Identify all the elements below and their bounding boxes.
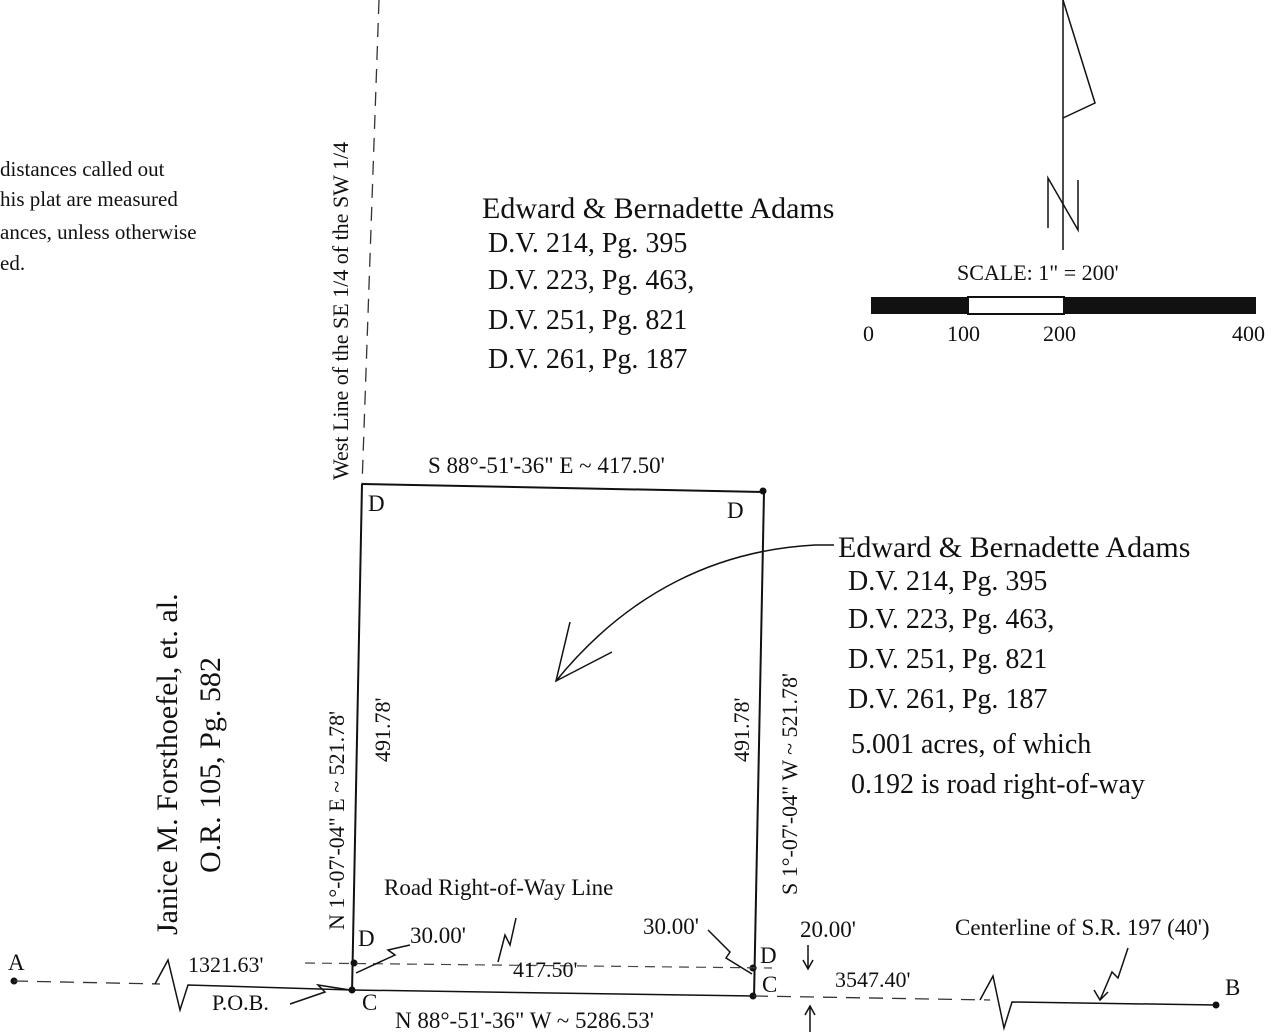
parcel-owner-name: Edward & Bernadette Adams [838, 531, 1190, 564]
centerline-bearing: N 88°-51'-36" W ~ 5286.53' [395, 1008, 654, 1032]
dist-west-label: 1321.63' [188, 952, 264, 977]
west-inner-distance: 491.78' [370, 698, 395, 763]
north-owner-ref-2: D.V. 223, Pg. 463, [488, 265, 694, 296]
scale-tick-200: 200 [1043, 321, 1076, 346]
point-b-label: B [1225, 975, 1240, 1000]
north-bearing: S 88°-51'-36" E ~ 417.50' [428, 453, 665, 478]
row-width-west: 30.00' [410, 923, 466, 948]
parcel-area-2: 0.192 is road right-of-way [851, 769, 1145, 800]
row-width-west-leader-icon [355, 944, 411, 974]
row-width-east: 30.00' [643, 914, 699, 939]
west-line-label: West Line of the SE 1/4 of the SW 1/4 [328, 142, 353, 480]
north-arrow [1047, 0, 1096, 250]
scale-tick-100: 100 [947, 321, 980, 346]
centerline-west-dash [13, 980, 161, 985]
note-line-4: ed. [0, 251, 25, 275]
parcel-callout-arrow-icon [554, 621, 613, 683]
corner-d-nw: D [368, 491, 385, 516]
half-width-label: 20.00' [800, 917, 856, 942]
centerline-label-arrow-icon [1093, 989, 1109, 1002]
corner-d-se: D [760, 943, 777, 968]
centerline-east-dash [753, 995, 991, 1001]
north-owner-ref-3: D.V. 251, Pg. 821 [488, 305, 687, 336]
corner-d-ne: D [727, 498, 744, 523]
note-line-3: ances, unless otherwise [0, 220, 197, 244]
point-b-marker [1212, 1001, 1220, 1009]
road-row-line [304, 962, 773, 969]
west-owner-ref: O.R. 105, Pg. 582 [194, 657, 227, 873]
scale-label: SCALE: 1" = 200' [957, 260, 1119, 285]
scale-bar: SCALE: 1" = 200' 0 100 200 400 [863, 260, 1265, 346]
north-owner-ref-4: D.V. 261, Pg. 187 [488, 344, 687, 375]
scale-tick-0: 0 [863, 321, 874, 346]
north-boundary [361, 483, 765, 493]
general-note: distances called out his plat are measur… [0, 157, 197, 275]
east-inner-distance: 491.78' [729, 698, 754, 763]
east-bearing: S 1°-07'-04" W ~ 521.78' [777, 673, 802, 895]
centerline-label-leader-icon [1099, 947, 1129, 1001]
road-row-leader-icon [497, 917, 517, 963]
north-owner-block: Edward & Bernadette Adams D.V. 214, Pg. … [482, 192, 834, 375]
west-bearing: N 1°-07'-04" E ~ 521.78' [324, 711, 349, 930]
centerline-break-east-icon [979, 973, 1217, 1031]
west-owner-name: Janice M. Forsthoefel, et. al. [151, 593, 184, 935]
parcel-ref-2: D.V. 223, Pg. 463, [848, 604, 1054, 635]
corner-d-sw: D [358, 926, 375, 951]
half-width-arrow-down-icon [802, 959, 814, 971]
point-a-label: A [8, 950, 25, 975]
dist-east-label: 3547.40' [835, 967, 911, 992]
parcel-area-1: 5.001 acres, of which [851, 729, 1091, 760]
north-owner-name: Edward & Bernadette Adams [482, 192, 834, 225]
south-row-distance: 417.50' [513, 957, 578, 982]
row-width-east-leader-icon [707, 929, 753, 975]
parcel-owner-block: Edward & Bernadette Adams D.V. 214, Pg. … [838, 531, 1190, 800]
ne-corner-marker [759, 487, 767, 495]
pob-leader-icon [289, 983, 351, 1005]
half-width-arrow-up-icon [804, 1004, 816, 1016]
corner-c-se: C [762, 972, 777, 997]
scale-tick-400: 400 [1232, 321, 1265, 346]
scale-segment-200-400 [1064, 297, 1256, 314]
parcel-ref-1: D.V. 214, Pg. 395 [848, 566, 1047, 597]
pob-label: P.O.B. [212, 990, 269, 1015]
scale-segment-0-100 [871, 297, 968, 314]
centerline-parcel-segment [351, 989, 755, 997]
north-arrow-n-icon [1047, 175, 1079, 233]
west-quarter-line [361, 0, 380, 487]
north-owner-ref-1: D.V. 214, Pg. 395 [488, 228, 687, 259]
parcel-ref-3: D.V. 251, Pg. 821 [848, 644, 1047, 675]
note-line-1: distances called out [0, 157, 165, 181]
west-row-marker [350, 959, 358, 967]
west-boundary [351, 483, 363, 994]
parcel-boundary [348, 483, 767, 1000]
north-arrow-flag [1062, 0, 1096, 119]
centerline-break-west-icon [154, 957, 353, 1013]
note-line-2: his plat are measured [0, 187, 178, 211]
corner-c-sw: C [362, 990, 377, 1015]
road-centerline [10, 957, 1220, 1031]
centerline-label: Centerline of S.R. 197 (40') [955, 915, 1210, 940]
east-boundary [753, 491, 765, 999]
parcel-callout-leader [555, 544, 834, 682]
scale-segment-100-200 [967, 296, 1065, 315]
parcel-ref-4: D.V. 261, Pg. 187 [848, 684, 1047, 715]
road-row-label: Road Right-of-Way Line [384, 875, 613, 900]
